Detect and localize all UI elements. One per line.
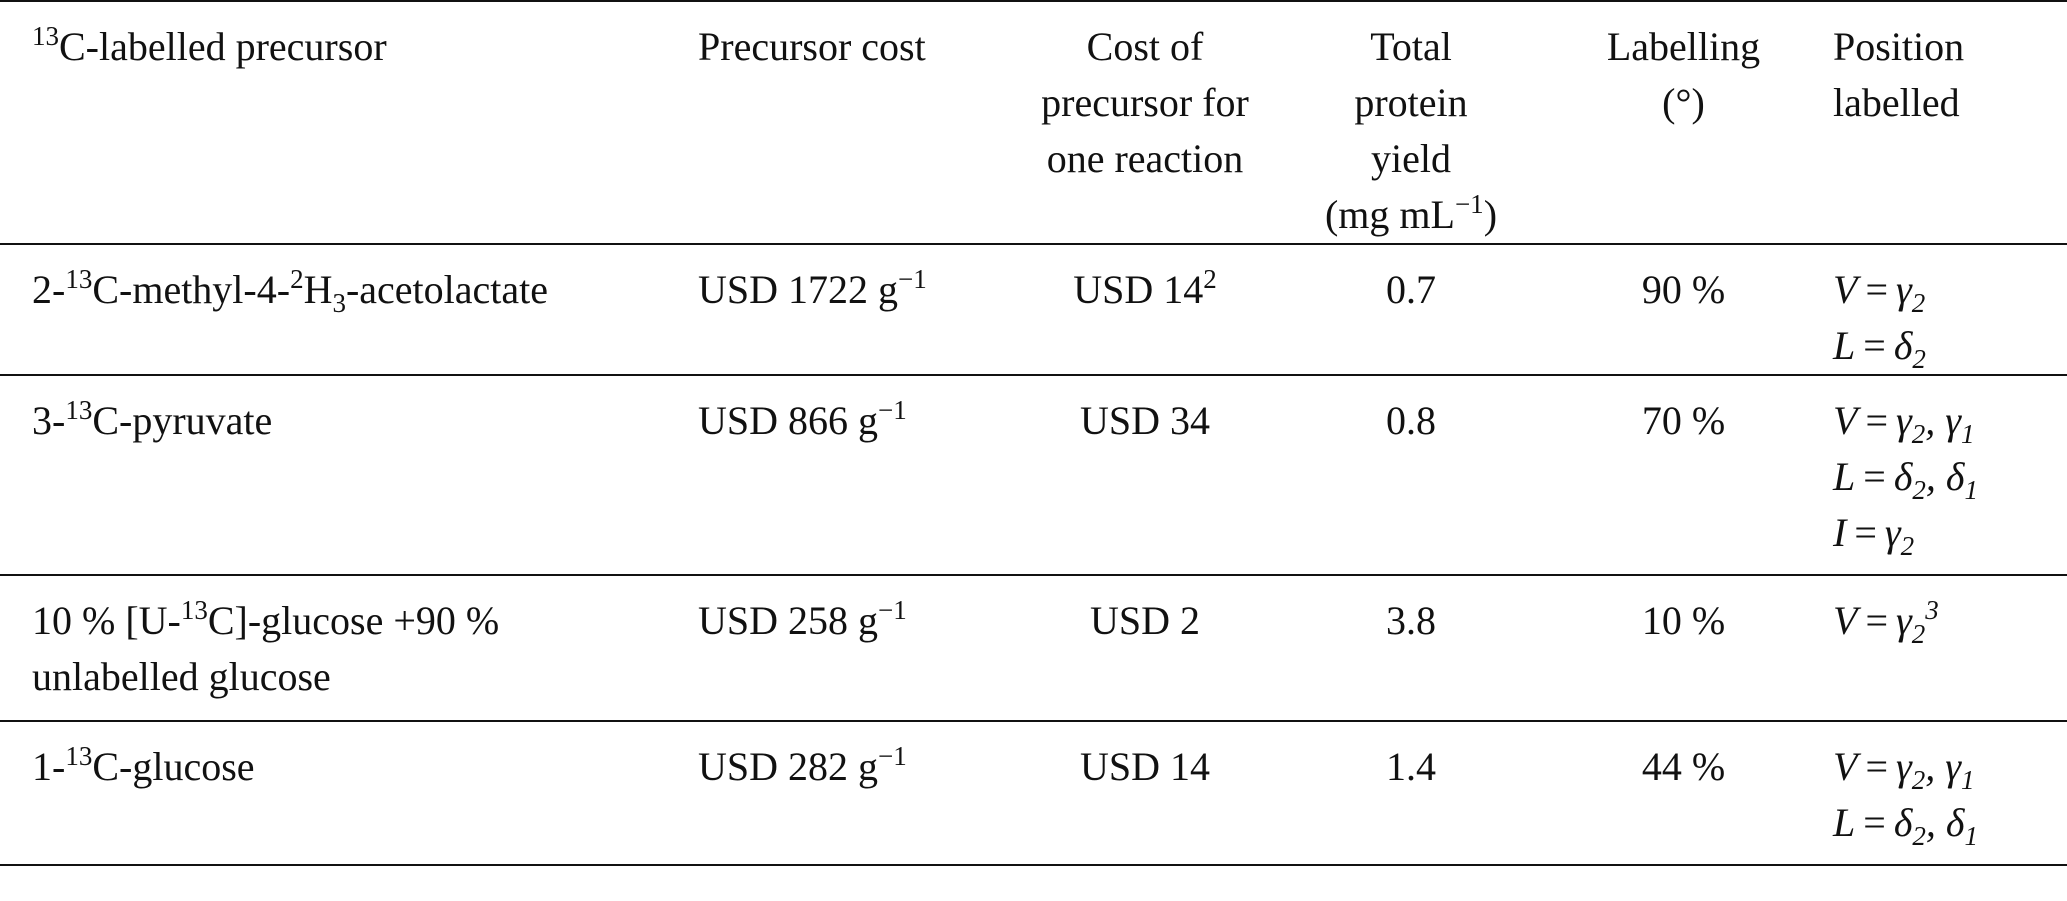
table-body: 2-13C-methyl-4-2H3-acetolactate USD 1722… — [0, 244, 2067, 865]
table-row: 3-13C-pyruvate USD 866 g−1 USD 34 0.8 70… — [0, 375, 2067, 575]
cell-yield: 3.8 — [1386, 598, 1436, 643]
cell-cost: USD 866 g−1 — [698, 395, 907, 444]
cell-cost-per-reaction: USD 14 — [1079, 744, 1211, 789]
cell-yield: 0.8 — [1386, 398, 1436, 443]
precursor-table: 13C-labelled precursor Precursor cost Co… — [0, 1, 2067, 865]
table-header: 13C-labelled precursor Precursor cost Co… — [0, 1, 2067, 244]
header-cost: Precursor cost — [698, 24, 926, 69]
table-row: 1-13C-glucose USD 282 g−1 USD 14 1.4 44 … — [0, 721, 2067, 865]
cell-yield: 1.4 — [1386, 744, 1436, 789]
cell-precursor: 10 % [U-13C]-glucose +90 % unlabelled gl… — [32, 595, 500, 700]
cell-labelling: 90 % — [1641, 267, 1726, 312]
cell-position: V = γ2, γ1 L = δ2, δ1 I = γ2 — [1833, 398, 1978, 561]
header-row: 13C-labelled precursor Precursor cost Co… — [0, 1, 2067, 244]
cell-precursor: 3-13C-pyruvate — [32, 395, 273, 444]
cell-position: V = γ2 L = δ2 — [1833, 267, 1926, 374]
table-row: 10 % [U-13C]-glucose +90 % unlabelled gl… — [0, 575, 2067, 721]
cell-cost-per-reaction: USD 2 — [1089, 598, 1201, 643]
header-yield: Total protein yield (mg mL−1) — [1324, 24, 1498, 237]
cell-position: V = γ2, γ1 L = δ2, δ1 — [1833, 744, 1978, 851]
cell-labelling: 70 % — [1641, 398, 1726, 443]
header-cost-per-reaction: Cost of precursor for one reaction — [1041, 24, 1249, 181]
cell-precursor: 2-13C-methyl-4-2H3-acetolactate — [32, 264, 549, 318]
cell-labelling: 10 % — [1641, 598, 1726, 643]
header-position: Position labelled — [1833, 24, 1965, 125]
cell-cost: USD 258 g−1 — [698, 595, 907, 644]
header-labelling: Labelling (°) — [1606, 24, 1761, 125]
cell-cost-per-reaction: USD 34 — [1079, 398, 1211, 443]
cell-cost: USD 282 g−1 — [698, 741, 907, 790]
header-precursor: 13C-labelled precursor — [32, 21, 387, 70]
cell-labelling: 44 % — [1641, 744, 1726, 789]
cell-yield: 0.7 — [1386, 267, 1436, 312]
table-row: 2-13C-methyl-4-2H3-acetolactate USD 1722… — [0, 244, 2067, 375]
cell-cost-per-reaction: USD 142 — [1073, 264, 1217, 313]
cell-position: V = γ23 — [1833, 595, 1939, 649]
cell-precursor: 1-13C-glucose — [32, 741, 255, 790]
cell-cost: USD 1722 g−1 — [698, 264, 927, 313]
